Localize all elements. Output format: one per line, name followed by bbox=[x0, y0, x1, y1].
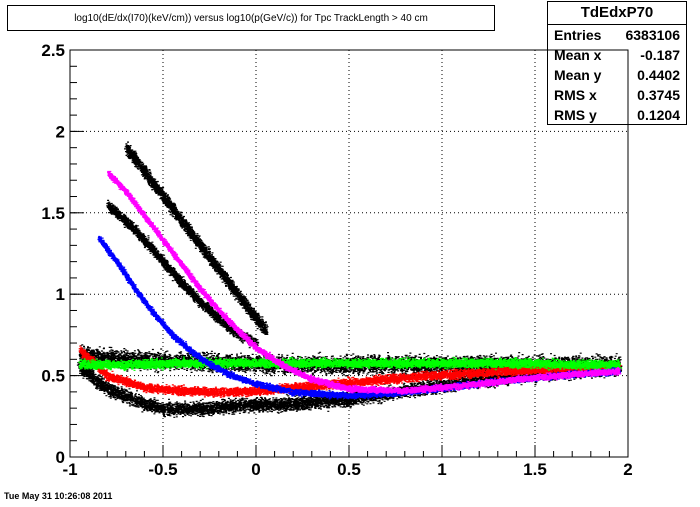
stats-value: -0.187 bbox=[640, 47, 680, 63]
stats-label: Mean y bbox=[554, 67, 602, 83]
x-tick-label: 0.5 bbox=[337, 460, 361, 479]
x-tick-label: -0.5 bbox=[148, 460, 177, 479]
stats-value: 0.4402 bbox=[637, 67, 680, 83]
timestamp: Tue May 31 10:26:08 2011 bbox=[4, 491, 113, 501]
x-tick-label: 2 bbox=[623, 460, 632, 479]
stats-label: Mean x bbox=[554, 47, 602, 63]
stats-title: TdEdxP70 bbox=[548, 2, 686, 25]
stats-value: 0.1204 bbox=[637, 107, 680, 123]
y-tick-label: 2.5 bbox=[41, 41, 65, 60]
stats-row-rms-x: RMS x 0.3745 bbox=[548, 85, 686, 105]
x-tick-label: 0 bbox=[251, 460, 260, 479]
stats-row-rms-y: RMS y 0.1204 bbox=[548, 105, 686, 125]
band-points bbox=[106, 199, 260, 350]
y-tick-label: 1.5 bbox=[41, 204, 65, 223]
stats-value: 6383106 bbox=[625, 27, 680, 43]
stats-box: TdEdxP70 Entries 6383106 Mean x -0.187 Mea… bbox=[547, 1, 687, 125]
band-points bbox=[76, 358, 623, 418]
stats-row-entries: Entries 6383106 bbox=[548, 25, 686, 45]
y-tick-label: 2 bbox=[56, 122, 65, 141]
y-tick-label: 0.5 bbox=[41, 367, 65, 386]
x-tick-label: 1.5 bbox=[523, 460, 547, 479]
chart-title: log10(dE/dx(I70)(keV/cm)) versus log10(p… bbox=[7, 5, 495, 31]
stats-label: RMS x bbox=[554, 87, 597, 103]
band-series-7 bbox=[107, 170, 622, 395]
y-tick-label: 1 bbox=[56, 285, 65, 304]
band-series-2 bbox=[106, 199, 260, 350]
y-tick-label: 0 bbox=[56, 448, 65, 467]
band-points bbox=[124, 141, 269, 335]
axes: -1 -0.5 0 0.5 1 1.5 2 0 0.5 1 1.5 2 2.5 bbox=[41, 41, 632, 479]
stats-row-mean-x: Mean x -0.187 bbox=[548, 45, 686, 65]
chart-title-text: log10(dE/dx(I70)(keV/cm)) versus log10(p… bbox=[74, 12, 428, 24]
band-points bbox=[107, 170, 622, 395]
band-series-4 bbox=[78, 345, 622, 398]
stats-label: Entries bbox=[554, 27, 602, 43]
x-tick-label: -1 bbox=[62, 460, 77, 479]
stats-label: RMS y bbox=[554, 107, 597, 123]
band-series-0 bbox=[76, 358, 623, 418]
stats-row-mean-y: Mean y 0.4402 bbox=[548, 65, 686, 85]
x-tick-label: 1 bbox=[437, 460, 446, 479]
data-bands bbox=[76, 141, 623, 418]
band-points bbox=[78, 345, 622, 398]
band-series-1 bbox=[124, 141, 269, 335]
stats-value: 0.3745 bbox=[637, 87, 680, 103]
